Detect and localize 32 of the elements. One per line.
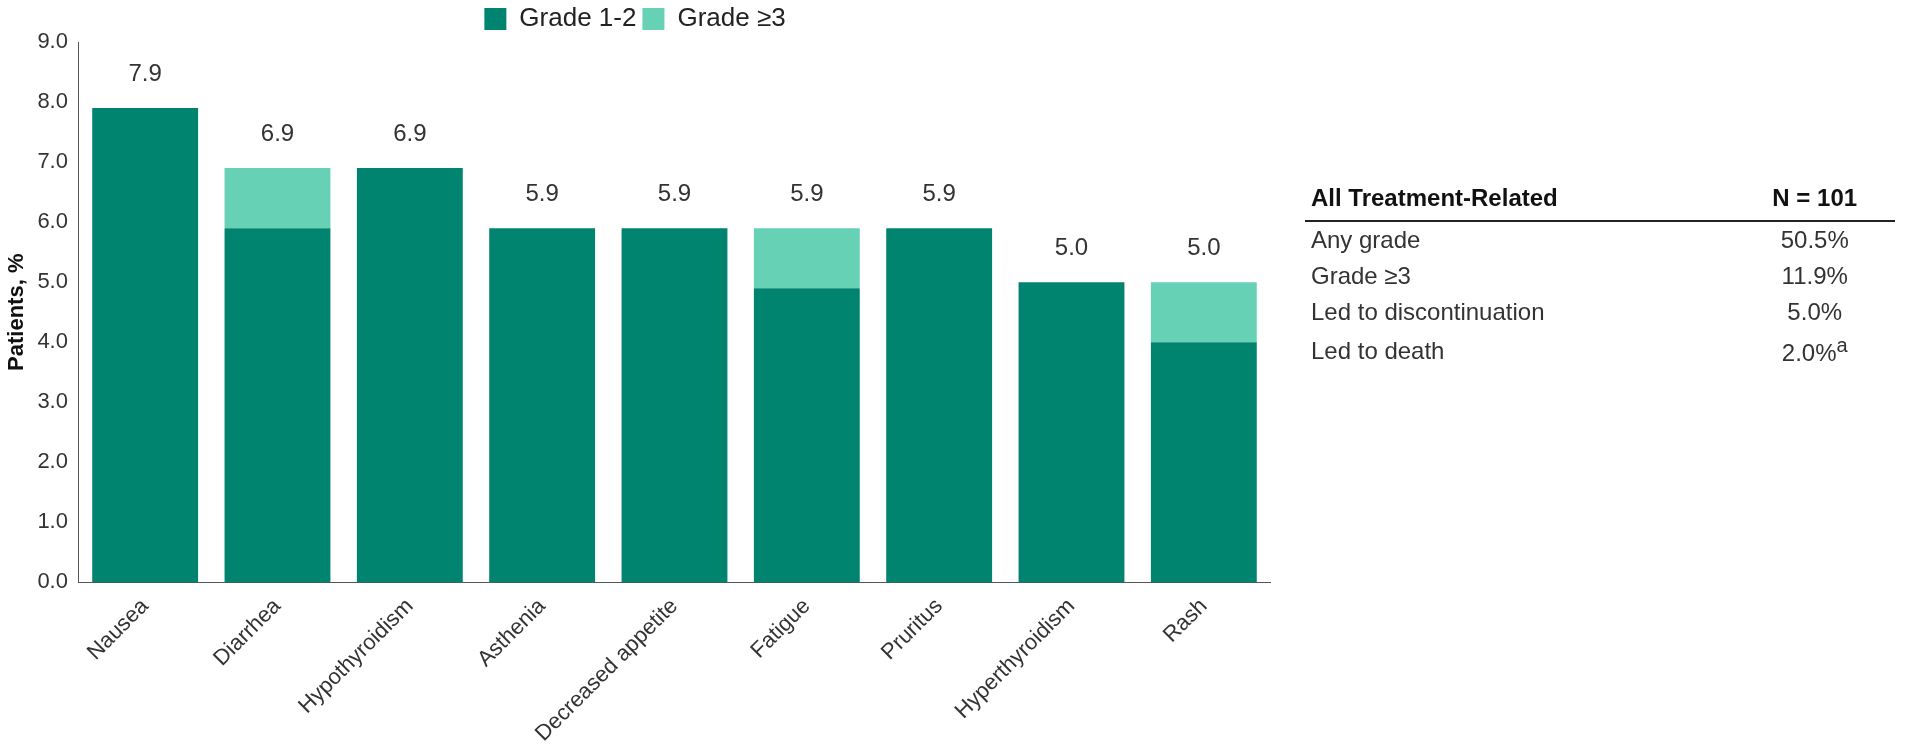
total-label: 5.0: [1187, 232, 1221, 260]
total-label: 5.9: [922, 178, 956, 206]
y-tick-label: 8.0: [37, 88, 68, 114]
text: All Treatment-Related: [1305, 180, 1735, 221]
total-label: 5.9: [525, 178, 559, 206]
text: Led to discontinuation: [1310, 297, 1546, 327]
y-tick-label: 2.0: [37, 448, 68, 474]
total-label: 5.9: [790, 178, 824, 206]
total-label: 5.9: [657, 178, 692, 206]
y-tick-label: 1.0: [37, 508, 68, 534]
text: 50.5%: [1779, 225, 1850, 255]
text: Led to death: [1310, 335, 1446, 366]
text: 5.0%: [1786, 297, 1844, 327]
text: 2.0%$^{a}$: [1780, 333, 1849, 368]
y-tick-label: 3.0: [37, 388, 68, 414]
legend-label: Grade 1-2: [519, 2, 637, 33]
total-label: 7.9: [128, 58, 162, 86]
text: Grade ≥3: [1310, 261, 1412, 291]
text: N = 101: [1734, 180, 1895, 221]
total-label: 6.9: [260, 118, 295, 146]
y-tick-label: 6.0: [37, 208, 68, 234]
text: 11.9%: [1780, 261, 1849, 291]
text: Any grade: [1310, 225, 1422, 255]
total-label: 5.0: [1054, 232, 1089, 260]
legend-label: Grade ≥3: [677, 2, 786, 33]
y-tick-label: 5.0: [37, 268, 68, 294]
y-tick-label: 7.0: [37, 148, 68, 174]
y-axis-title: Patients, %: [3, 253, 29, 371]
y-tick-label: 9.0: [37, 28, 68, 54]
y-tick-label: 4.0: [37, 328, 68, 354]
total-label: 6.9: [393, 118, 427, 146]
y-tick-label: 0.0: [37, 568, 68, 594]
